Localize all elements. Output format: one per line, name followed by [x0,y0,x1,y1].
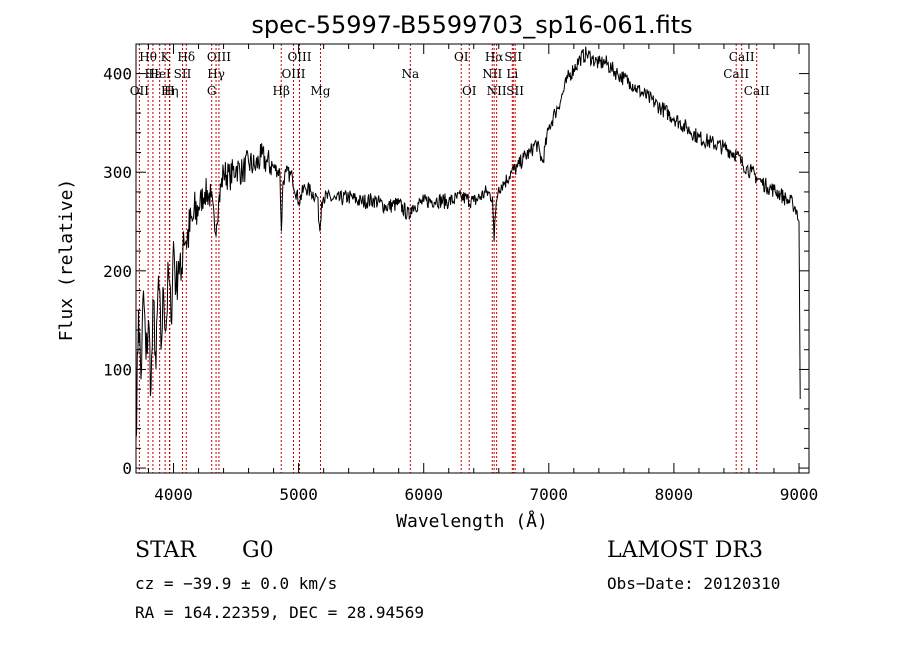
line-label: OII [130,84,150,98]
y-axis-label: Flux (relative) [56,179,77,342]
line-label: CaII [729,50,755,64]
y-tick-label: 100 [103,360,132,379]
line-label: SII [174,67,192,81]
spectrum-chart: spec-55997-B5599703_sp16-061.fits Hθ OII H… [56,11,818,532]
line-label: Hα [485,50,504,64]
ra-dec: RA = 164.22359, DEC = 28.94569 [135,603,424,622]
x-tick-label: 9000 [780,485,819,504]
line-label: Mg [311,84,331,98]
line-label: CaII [723,67,749,81]
line-label: NII [487,84,507,98]
redshift-cz: cz = −39.9 ± 0.0 km/s [135,574,338,593]
x-tick-label: 5000 [279,485,318,504]
object-subclass: G0 [242,538,274,563]
line-label: K [161,50,171,64]
line-label: Hε [145,67,162,81]
line-label: Na [402,67,420,81]
line-label: Hη [161,84,179,98]
x-tick-label: 7000 [530,485,569,504]
obs-date: Obs−Date: 20120310 [607,574,781,593]
line-label: CaII [744,84,770,98]
object-class: STAR [135,538,196,563]
y-tick-label: 0 [122,459,132,478]
x-tick-label: 6000 [404,485,443,504]
chart-title: spec-55997-B5599703_sp16-061.fits [251,11,692,39]
line-label: Hγ [207,67,225,81]
line-label: SII [504,50,522,64]
y-tick-label: 400 [103,65,132,84]
line-label: Li [506,67,518,81]
survey-name: LAMOST DR3 [607,538,763,563]
emission-line-markers: HθOIIHεHeIHηKHSIIHδGHγOIIIHβOIIIOIIIMgNa… [130,44,770,473]
y-tick-label: 300 [103,163,132,182]
line-label: Hβ [273,84,290,98]
axis-ticks: 4000 5000 6000 7000 8000 9000 0 100 200 300 400 [103,44,818,504]
y-tick-label: 200 [103,262,132,281]
line-label: SII [506,84,524,98]
line-label: OIII [287,50,311,64]
line-label: HeI [148,67,171,81]
line-label: OI [454,50,469,64]
line-label: OI [462,84,477,98]
x-tick-label: 8000 [655,485,694,504]
line-label: H [164,84,174,98]
line-label: OIII [281,67,305,81]
x-axis-label: Wavelength (Å) [396,510,548,532]
x-tick-label: 4000 [154,485,193,504]
line-label: Hθ [139,50,157,64]
line-label: G [207,84,217,98]
line-label: Hδ [177,50,195,64]
line-label: NII [482,67,502,81]
spectrum-line [135,46,801,439]
line-label: OIII [207,50,231,64]
plot-frame [135,43,810,474]
